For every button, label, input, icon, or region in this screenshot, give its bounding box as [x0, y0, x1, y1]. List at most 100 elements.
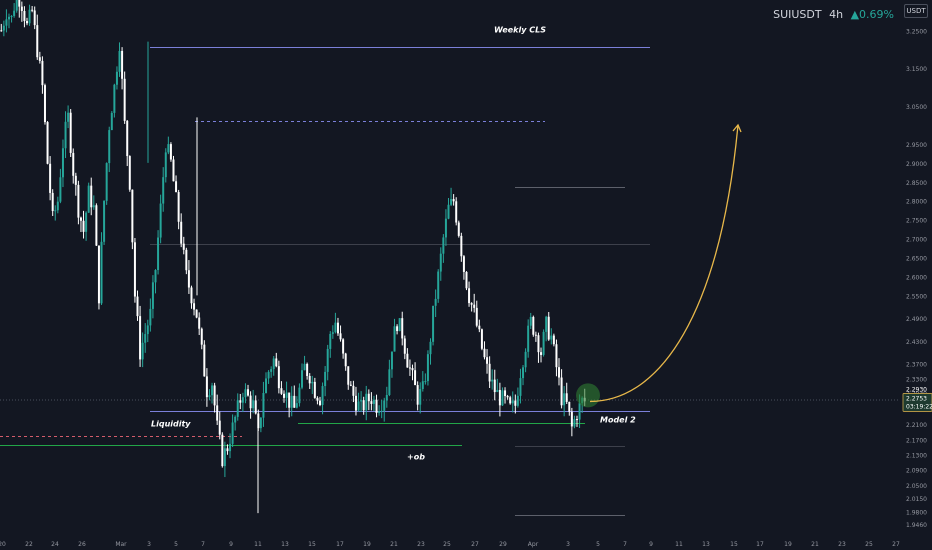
candle-body: [421, 381, 424, 389]
candle-body: [375, 399, 378, 413]
candle-body: [252, 400, 255, 409]
candle-body: [573, 419, 576, 427]
candle-body: [429, 341, 432, 355]
candle-body: [362, 400, 365, 411]
price-tick-label: 2.9000: [906, 161, 927, 168]
candle-body: [195, 309, 198, 318]
time-tick-label: 27: [471, 541, 479, 548]
candle-body: [41, 60, 44, 86]
candle-body: [56, 201, 59, 211]
price-axis-bg: [902, 0, 932, 550]
time-tick-label: 20: [0, 541, 6, 548]
liquidity-label: Liquidity: [151, 420, 191, 429]
candle-body: [46, 122, 49, 164]
candle-body: [103, 200, 106, 242]
candle-body: [221, 434, 224, 467]
candle-body: [285, 392, 288, 398]
candle-body: [213, 385, 216, 406]
candle-body: [434, 298, 437, 306]
candle-body: [82, 220, 85, 232]
time-tick-label: 17: [336, 541, 344, 548]
price-tick-label: 2.5500: [906, 293, 927, 300]
candle-body: [570, 411, 573, 427]
candle-body: [568, 401, 571, 412]
candle-body: [501, 390, 504, 406]
candle-body: [385, 395, 388, 401]
candle-body: [344, 353, 347, 367]
time-tick-label: 23: [838, 541, 846, 548]
candle-body: [38, 57, 41, 61]
candle-body: [15, 0, 18, 11]
candle-body: [157, 237, 160, 271]
candle-body: [100, 241, 103, 304]
time-tick-label: 19: [784, 541, 792, 548]
candle-body: [462, 256, 465, 272]
candle-body: [265, 378, 268, 393]
candle-body: [110, 112, 113, 131]
candle-body: [480, 329, 483, 349]
ob-label: +ob: [407, 452, 425, 461]
time-tick-label: 7: [201, 541, 205, 548]
candle-body: [105, 163, 108, 201]
candle-body: [380, 410, 383, 412]
candle-body: [7, 16, 10, 20]
candle-body: [504, 390, 507, 397]
current-price-value: 2.2753: [906, 395, 927, 402]
time-tick-label: 24: [51, 541, 59, 548]
price-tick-label: 2.3300: [906, 377, 927, 384]
candle-body: [200, 328, 203, 345]
time-tick-label: 3: [147, 541, 151, 548]
candle-body: [465, 271, 468, 289]
candle-body: [511, 400, 514, 404]
candle-body: [162, 177, 165, 204]
candle-body: [90, 185, 93, 208]
candle-body: [311, 381, 314, 384]
candle-body: [509, 397, 512, 404]
candle-body: [267, 371, 270, 379]
time-tick-label: 13: [702, 541, 710, 548]
candle-body: [61, 148, 64, 178]
time-axis[interactable]: 20 22 24 26 Mar 3 5 7 9 11 13 15 17 19 21 23 25 27 29 Apr 3 5…: [0, 537, 932, 550]
candle-body: [290, 395, 293, 408]
projection-arrowhead: [732, 123, 742, 133]
price-tick-label: 2.1300: [906, 452, 927, 459]
candle-body: [2, 25, 5, 31]
candle-body: [452, 199, 455, 202]
candle-body: [43, 85, 46, 123]
time-tick-label: 25: [865, 541, 873, 548]
candle-body: [223, 448, 226, 467]
candle-body: [31, 9, 34, 11]
price-tick-label: 2.1700: [906, 437, 927, 444]
price-tick-label: 2.4300: [906, 339, 927, 346]
currency-badge[interactable]: USDT: [904, 4, 928, 18]
horizontal-levels: [0, 47, 900, 516]
price-axis[interactable]: 3.2500 3.1500 3.0500 2.9500 2.9000 2.8500 2.80…: [902, 0, 932, 550]
candle-body: [244, 389, 247, 398]
price-tick-label: 3.1500: [906, 66, 927, 73]
time-tick-label: 5: [174, 541, 178, 548]
candle-body: [121, 50, 124, 79]
candle-body: [331, 332, 334, 334]
candle-body: [578, 403, 581, 420]
candle-body: [414, 370, 417, 386]
candle-body: [185, 249, 188, 271]
price-tick-label: 2.8000: [906, 199, 927, 206]
price-tick-label: 2.0900: [906, 468, 927, 475]
candle-body: [180, 221, 183, 244]
candle-body: [95, 205, 98, 246]
candle-body: [432, 305, 435, 342]
candle-body: [326, 348, 329, 372]
time-tick-label: 9: [229, 541, 233, 548]
candle-body: [203, 344, 206, 377]
candle-body: [529, 316, 532, 326]
time-tick-label: 15: [308, 541, 316, 548]
candle-body: [144, 334, 147, 343]
candle-body: [205, 376, 208, 398]
candle-body: [13, 10, 16, 16]
candle-body: [424, 381, 427, 383]
overlay: Weekly CLS Liquidity Model 2 +ob: [151, 25, 742, 461]
candle-body: [401, 318, 404, 339]
candle-body: [563, 393, 566, 406]
candle-body: [542, 331, 545, 355]
